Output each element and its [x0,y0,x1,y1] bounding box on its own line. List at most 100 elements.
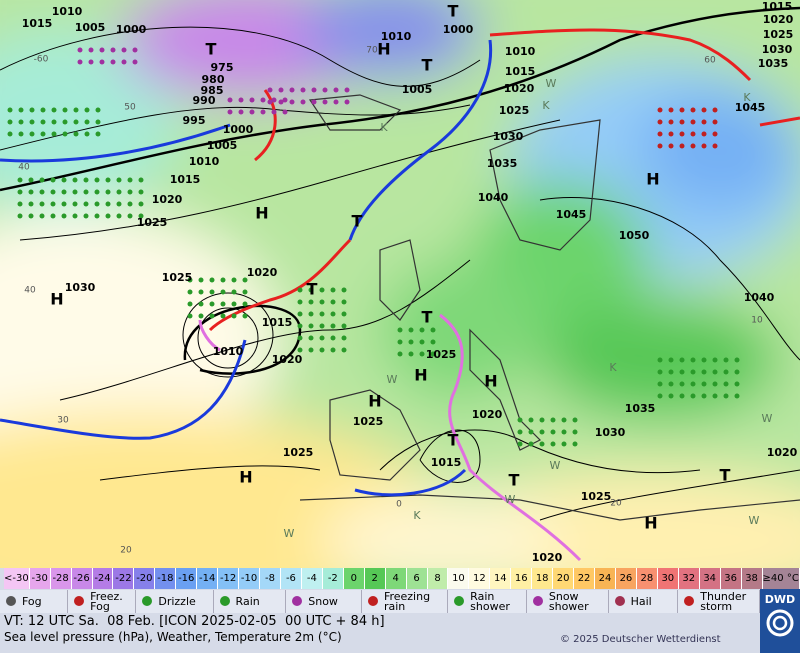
pressure-center: H [255,204,268,223]
weather-dot [18,119,24,125]
weather-dot [271,109,277,115]
weather-dot [51,107,57,113]
scale-cell: 26 [615,568,637,589]
pressure-label: 1010 [52,5,83,18]
temperature-field [0,0,800,568]
isotherm-label: 20 [610,499,622,509]
weather-dot [297,335,303,341]
weather-dot [528,417,534,423]
weather-dot [701,381,707,387]
weather-dot [7,131,13,137]
weather-dot [238,109,244,115]
weather-dot [550,417,556,423]
pressure-label: 1020 [247,266,278,279]
pressure-center: H [50,290,63,309]
weather-dot [679,369,685,375]
weather-dot [344,87,350,93]
pressure-label: 995 [183,114,206,127]
scale-cell: 12 [469,568,491,589]
pressure-label: 1030 [595,426,626,439]
weather-dot [231,277,237,283]
scale-cell: -24 [92,568,114,589]
weather-legend-item: Drizzle [136,590,214,613]
pressure-label: 1035 [758,57,789,70]
weather-dot [61,177,67,183]
weather-dot [39,213,45,219]
scale-cell: -28 [50,568,72,589]
pressure-label: 1035 [625,402,656,415]
weather-legend-label: Freez. Fog [90,589,123,613]
weather-dot [267,99,273,105]
weather-dot [308,323,314,329]
weather-legend-label: Snow [308,594,338,608]
weather-dot [701,119,707,125]
weather-dot [121,59,127,65]
weather-dot [62,119,68,125]
weather-legend-symbol [614,596,625,606]
weather-dot [198,277,204,283]
weather-dot [72,213,78,219]
weather-dot [116,177,122,183]
pressure-label: 1005 [207,139,238,152]
weather-dot [84,119,90,125]
weather-dot [572,417,578,423]
weather-dot [679,107,685,113]
weather-dot [127,201,133,207]
weather-legend-label: Snow shower [548,589,589,613]
weather-dot [105,189,111,195]
weather-dot [701,131,707,137]
weather-dot [539,417,545,423]
weather-legend-symbol [6,596,16,606]
weather-dot [50,201,56,207]
weather-dot [308,347,314,353]
weather-dot [99,59,105,65]
weather-dot [679,381,685,387]
weather-dot [701,393,707,399]
weather-dot [220,301,226,307]
pressure-center: H [484,372,497,391]
weather-legend-item: Thunder storm [678,590,760,613]
weather-dot [668,107,674,113]
weather-dot [430,339,436,345]
weather-dot [77,47,83,53]
pressure-label: 1045 [556,208,587,221]
weather-dot [734,393,740,399]
scale-cell: -2 [322,568,344,589]
scale-cell: 32 [678,568,700,589]
weather-dot [95,131,101,137]
weather-dot [116,213,122,219]
weather-dot [690,131,696,137]
pressure-label: 1030 [65,281,96,294]
weather-dot [561,417,567,423]
weather-dot [657,393,663,399]
pressure-label: 1025 [353,415,384,428]
pressure-label: 1000 [116,23,147,36]
pressure-label: 1025 [581,490,612,503]
weather-dot [138,189,144,195]
scale-cell: -10 [239,568,261,589]
weather-dot [657,107,663,113]
weather-legend-symbol [74,596,85,606]
isotherm-label: 40 [18,163,30,173]
isotherm-label: 60 [704,56,716,66]
weather-legend-symbol [684,596,695,606]
airmass-label: W [762,412,773,425]
pressure-label: 1015 [262,316,293,329]
pressure-label: 1015 [505,65,536,78]
weather-dot [138,177,144,183]
pressure-label: 985 [201,84,224,97]
weather-dot [29,119,35,125]
scale-cell: 30 [657,568,679,589]
pressure-label: 1030 [493,130,524,143]
pressure-label: 1050 [619,229,650,242]
weather-dot [330,347,336,353]
weather-dot [430,351,436,357]
weather-dot [734,369,740,375]
weather-dot [690,357,696,363]
weather-dot [7,107,13,113]
weather-dot [83,201,89,207]
airmass-label: W [387,373,398,386]
pressure-label: 1015 [431,456,462,469]
scale-cell: 0 [343,568,365,589]
